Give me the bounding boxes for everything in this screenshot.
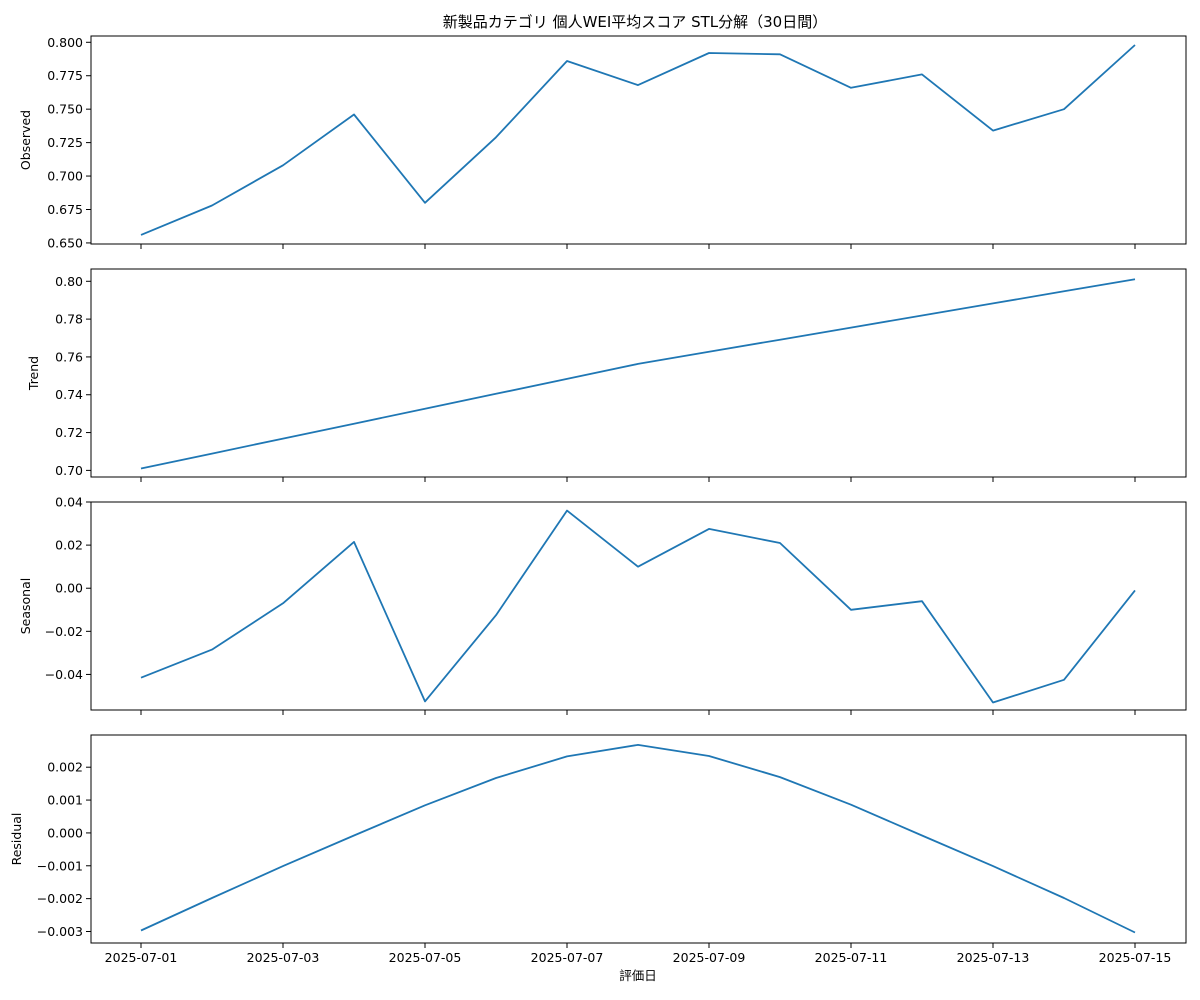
residual-y-tick-label: 0.000: [47, 825, 83, 840]
seasonal-y-tick-label: 0.02: [55, 538, 83, 553]
x-tick-label: 2025-07-11: [815, 950, 888, 965]
residual-y-tick-label: 0.001: [47, 793, 83, 808]
x-tick-label: 2025-07-03: [247, 950, 320, 965]
residual-y-tick-label: −0.003: [37, 924, 83, 939]
observed-y-axis-label: Observed: [18, 110, 33, 170]
observed-y-tick-label: 0.800: [47, 35, 83, 50]
trend-y-tick-label: 0.72: [55, 425, 83, 440]
observed-plot-frame: [90, 35, 1187, 245]
seasonal-plot-frame: [90, 501, 1187, 711]
residual-panel: −0.003 −0.002 −0.001 0.000 0.001 0.002 Residua…: [9, 734, 1187, 965]
x-tick-label: 2025-07-15: [1099, 950, 1172, 965]
residual-y-axis-label: Residual: [9, 813, 24, 866]
trend-plot-frame: [90, 268, 1187, 478]
residual-plot-frame: [90, 734, 1187, 944]
seasonal-panel: −0.04 −0.02 0.00 0.02 0.04 Seasonal: [18, 495, 1187, 715]
observed-y-tick-label: 0.750: [47, 102, 83, 117]
x-tick-label: 2025-07-05: [389, 950, 462, 965]
x-tick-label: 2025-07-13: [957, 950, 1030, 965]
observed-panel: 0.650 0.675 0.700 0.725 0.750 0.775 0.800 Obser…: [18, 35, 1187, 250]
trend-line: [140, 278, 1136, 470]
residual-y-tick-label: −0.002: [37, 891, 83, 906]
seasonal-y-tick-label: −0.02: [45, 624, 83, 639]
trend-y-tick-label: 0.80: [55, 274, 83, 289]
trend-y-tick-label: 0.70: [55, 463, 83, 478]
seasonal-line: [140, 509, 1136, 704]
observed-y-tick-label: 0.650: [47, 235, 83, 250]
observed-line: [140, 44, 1136, 236]
x-tick-label: 2025-07-07: [531, 950, 604, 965]
trend-y-tick-label: 0.76: [55, 349, 83, 364]
x-axis-label: 評価日: [619, 968, 657, 983]
trend-y-tick-label: 0.74: [55, 387, 83, 402]
trend-y-axis-label: Trend: [26, 356, 41, 391]
trend-y-tick-label: 0.78: [55, 312, 83, 327]
seasonal-y-tick-label: 0.04: [55, 495, 83, 510]
x-tick-label: 2025-07-01: [105, 950, 178, 965]
chart-title: 新製品カテゴリ 個人WEI平均スコア STL分解（30日間）: [443, 13, 827, 31]
residual-line: [140, 744, 1136, 934]
seasonal-y-tick-label: 0.00: [55, 581, 83, 596]
residual-y-tick-label: −0.001: [37, 858, 83, 873]
observed-y-tick-label: 0.675: [47, 202, 83, 217]
x-tick-label: 2025-07-09: [673, 950, 746, 965]
observed-y-tick-label: 0.725: [47, 135, 83, 150]
observed-y-tick-label: 0.700: [47, 169, 83, 184]
seasonal-y-tick-label: −0.04: [45, 667, 83, 682]
observed-y-tick-label: 0.775: [47, 68, 83, 83]
trend-panel: 0.70 0.72 0.74 0.76 0.78 0.80 Trend: [26, 268, 1187, 482]
seasonal-y-axis-label: Seasonal: [18, 578, 33, 635]
residual-y-tick-label: 0.002: [47, 760, 83, 775]
